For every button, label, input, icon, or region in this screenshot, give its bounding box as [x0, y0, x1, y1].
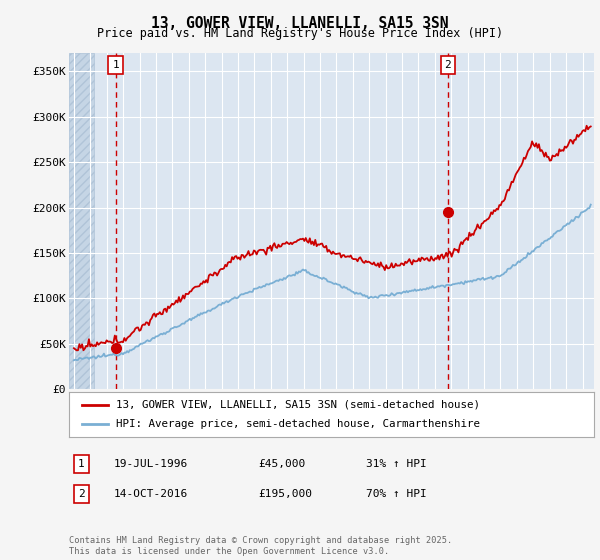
Text: 1: 1 [78, 459, 85, 469]
Text: 14-OCT-2016: 14-OCT-2016 [114, 489, 188, 499]
Text: £195,000: £195,000 [258, 489, 312, 499]
Text: 70% ↑ HPI: 70% ↑ HPI [366, 489, 427, 499]
Text: 19-JUL-1996: 19-JUL-1996 [114, 459, 188, 469]
Text: 13, GOWER VIEW, LLANELLI, SA15 3SN: 13, GOWER VIEW, LLANELLI, SA15 3SN [151, 16, 449, 31]
Bar [69, 53, 94, 389]
Text: Contains HM Land Registry data © Crown copyright and database right 2025.
This d: Contains HM Land Registry data © Crown c… [69, 536, 452, 556]
Text: 13, GOWER VIEW, LLANELLI, SA15 3SN (semi-detached house): 13, GOWER VIEW, LLANELLI, SA15 3SN (semi… [116, 399, 480, 409]
Text: 2: 2 [78, 489, 85, 499]
Text: Price paid vs. HM Land Registry's House Price Index (HPI): Price paid vs. HM Land Registry's House … [97, 27, 503, 40]
Text: HPI: Average price, semi-detached house, Carmarthenshire: HPI: Average price, semi-detached house,… [116, 419, 480, 430]
Text: 31% ↑ HPI: 31% ↑ HPI [366, 459, 427, 469]
Text: 2: 2 [445, 60, 451, 70]
Text: £45,000: £45,000 [258, 459, 305, 469]
Text: 1: 1 [112, 60, 119, 70]
